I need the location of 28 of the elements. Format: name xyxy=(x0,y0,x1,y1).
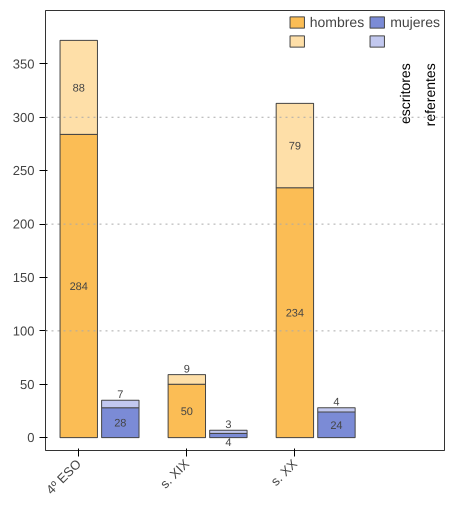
y-tick-label: 250 xyxy=(12,163,35,178)
data-label: 7 xyxy=(117,389,124,402)
text: referentes xyxy=(422,63,438,126)
data-label: 9 xyxy=(184,364,190,376)
y-tick-label: 150 xyxy=(12,270,35,285)
y-tick-label: 50 xyxy=(20,376,35,392)
y-tick-label: 200 xyxy=(12,216,35,232)
data-label: 4 xyxy=(333,396,340,409)
data-label: 88 xyxy=(72,82,85,94)
data-label: 234 xyxy=(286,308,304,320)
y-tick-label: 350 xyxy=(12,56,35,72)
y-tick-label: 300 xyxy=(12,110,35,125)
data-label: 4 xyxy=(225,437,232,450)
text: escritores xyxy=(397,63,414,124)
bar xyxy=(209,430,248,434)
y-tick-label: 0 xyxy=(27,430,35,446)
data-label: 79 xyxy=(288,140,302,153)
y-tick-label: 100 xyxy=(12,323,35,338)
data-label: 24 xyxy=(330,420,343,432)
x-tick-label: s. XX xyxy=(268,456,300,489)
legend-label: mujeres xyxy=(390,14,440,30)
data-label: 28 xyxy=(114,418,126,430)
data-label: 50 xyxy=(180,406,193,418)
data-label: 3 xyxy=(225,419,232,432)
x-tick-label: s. XIX xyxy=(156,456,192,492)
bar xyxy=(317,412,356,438)
data-label: 284 xyxy=(70,281,88,294)
legend-label: hombres xyxy=(310,14,364,30)
